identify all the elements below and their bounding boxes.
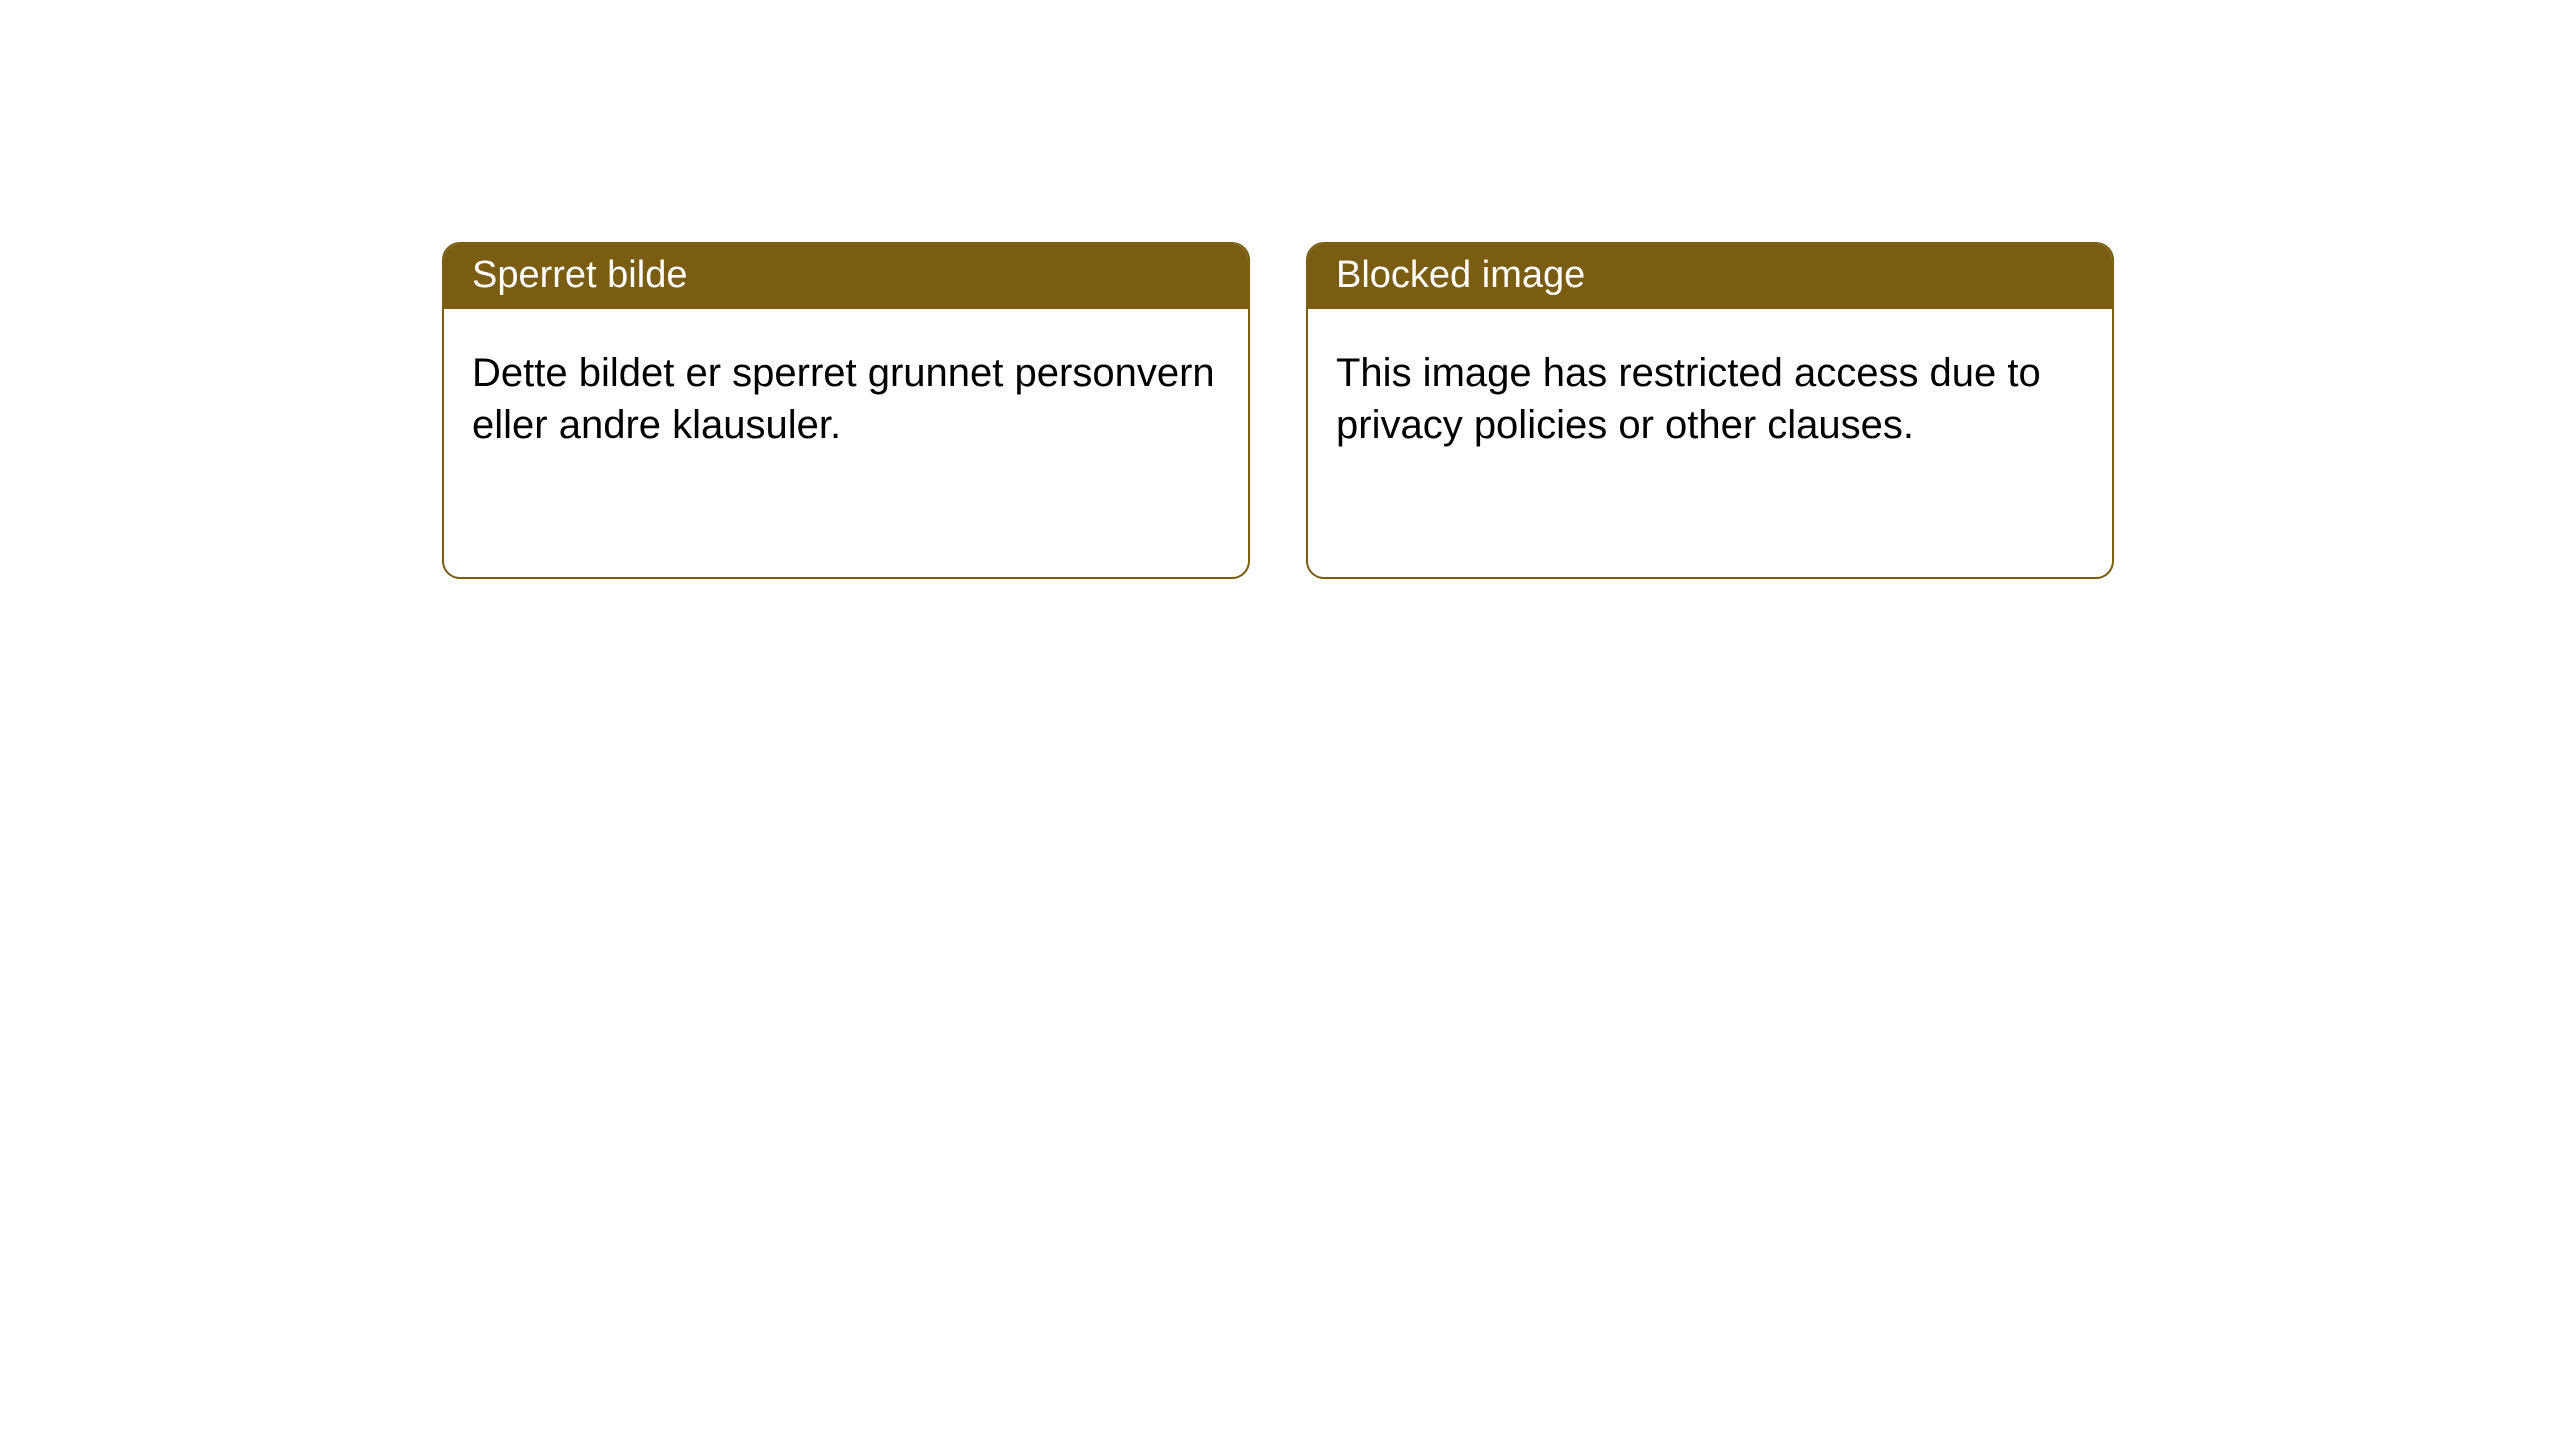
notice-card-norwegian: Sperret bilde Dette bildet er sperret gr… — [442, 242, 1250, 579]
notice-container: Sperret bilde Dette bildet er sperret gr… — [0, 0, 2560, 579]
notice-header: Blocked image — [1308, 244, 2112, 309]
notice-message: This image has restricted access due to … — [1336, 351, 2041, 447]
notice-body: Dette bildet er sperret grunnet personve… — [444, 309, 1248, 489]
notice-title: Sperret bilde — [472, 254, 687, 296]
notice-message: Dette bildet er sperret grunnet personve… — [472, 351, 1215, 447]
notice-card-english: Blocked image This image has restricted … — [1306, 242, 2114, 579]
notice-title: Blocked image — [1336, 254, 1585, 296]
notice-header: Sperret bilde — [444, 244, 1248, 309]
notice-body: This image has restricted access due to … — [1308, 309, 2112, 489]
